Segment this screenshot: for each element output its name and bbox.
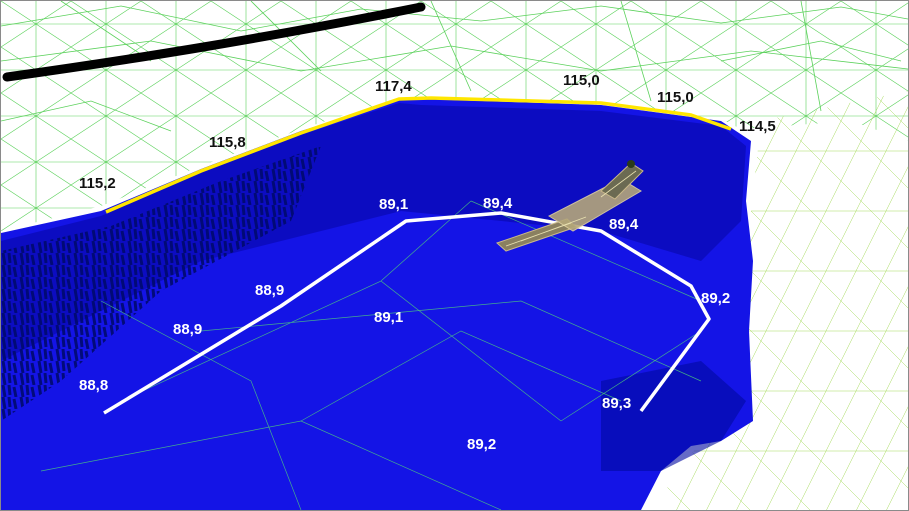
crest-line: [105, 96, 732, 214]
road-line: [2, 2, 426, 82]
bottom-elevation-label: 89,1: [379, 196, 409, 213]
bottom-elevation-label: 89,4: [609, 216, 639, 233]
pontoon-structure-icon: [496, 160, 644, 252]
bottom-elevation-label: 88,8: [79, 377, 109, 394]
bottom-elevation-label: 89,3: [602, 395, 632, 412]
bank-shadow: [1, 103, 746, 361]
crest-elevation-label: 115,2: [79, 175, 116, 192]
crest-elevation-label: 115,8: [209, 134, 246, 151]
terrain-mesh-right: [651, 91, 908, 510]
crest-elevation-label: 115,0: [563, 72, 600, 89]
terrain-mesh-top: [1, 1, 908, 231]
bottom-contour-line: [103, 211, 711, 415]
bottom-elevation-label: 89,2: [701, 290, 731, 307]
crest-elevation-label: 114,5: [739, 118, 776, 135]
bottom-elevation-label: 88,9: [173, 321, 203, 338]
interior-elevation-label: 89,2: [467, 436, 497, 453]
crest-elevation-label: 117,4: [375, 78, 412, 95]
interior-elevation-label: 89,1: [374, 309, 404, 326]
crest-elevation-label: 115,0: [657, 89, 694, 106]
bottom-elevation-label: 89,4: [483, 195, 513, 212]
bottom-elevation-label: 88,9: [255, 282, 285, 299]
